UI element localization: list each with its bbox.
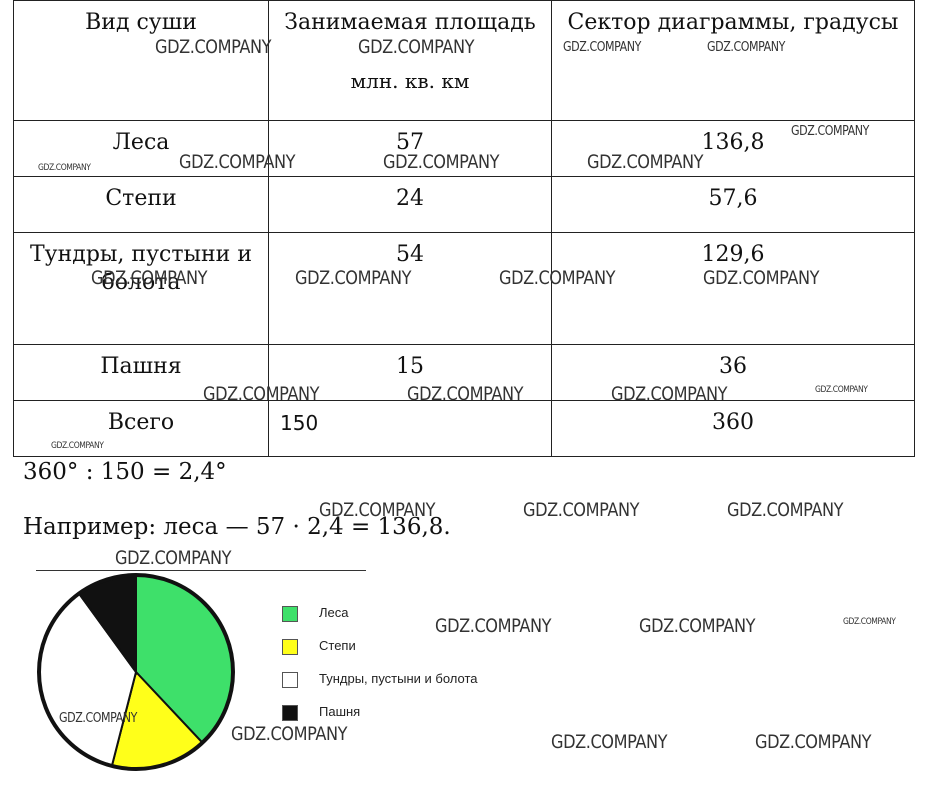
table-row: Леса 57 136,8	[13, 120, 915, 177]
watermark: GDZ.COMPANY	[203, 383, 320, 405]
watermark: GDZ.COMPANY	[639, 615, 756, 637]
table-row: Степи 24 57,6	[13, 176, 915, 233]
watermark: GDZ.COMPANY	[59, 711, 137, 726]
watermark: GDZ.COMPANY	[179, 151, 296, 173]
watermark: GDZ.COMPANY	[38, 163, 91, 173]
pie-chart	[37, 573, 235, 771]
row-name: Всего	[107, 410, 175, 435]
pie-outline	[37, 573, 235, 771]
row-area: 54	[396, 242, 424, 267]
formula-example: Например: леса — 57 · 2,4 = 136,8.	[23, 514, 451, 540]
watermark: GDZ.COMPANY	[295, 267, 412, 289]
land-use-table: Вид суши Занимаемая площадь млн. кв. км С…	[13, 0, 915, 457]
header-area-unit: млн. кв. км	[350, 69, 470, 93]
table-row-total: Всего 150 360	[13, 400, 915, 457]
legend-label: Леса	[319, 605, 349, 620]
row-area: 150	[280, 411, 319, 435]
watermark: GDZ.COMPANY	[727, 499, 844, 521]
row-degrees: 136,8	[701, 130, 765, 155]
watermark: GDZ.COMPANY	[703, 267, 820, 289]
watermark: GDZ.COMPANY	[791, 124, 869, 139]
row-degrees: 57,6	[708, 186, 758, 211]
row-name: Леса	[112, 130, 170, 155]
row-degrees: 129,6	[701, 242, 765, 267]
watermark: GDZ.COMPANY	[115, 547, 232, 569]
header-land-type: Вид суши	[13, 0, 269, 121]
row-name: Степи	[105, 186, 177, 211]
legend-swatch	[282, 606, 298, 622]
formula-degrees-per-unit: 360° : 150 = 2,4°	[23, 459, 227, 485]
legend-label: Тундры, пустыни и болота	[319, 671, 478, 686]
watermark: GDZ.COMPANY	[587, 151, 704, 173]
header-degrees: Сектор диаграммы, градусы	[551, 0, 915, 121]
watermark: GDZ.COMPANY	[523, 499, 640, 521]
watermark: GDZ.COMPANY	[499, 267, 616, 289]
legend-swatch	[282, 639, 298, 655]
watermark: GDZ.COMPANY	[91, 267, 208, 289]
legend-swatch	[282, 705, 298, 721]
watermark: GDZ.COMPANY	[231, 723, 348, 745]
row-area: 57	[396, 130, 424, 155]
row-area: 24	[396, 186, 424, 211]
watermark: GDZ.COMPANY	[407, 383, 524, 405]
watermark: GDZ.COMPANY	[51, 441, 104, 451]
legend-label: Пашня	[319, 704, 361, 719]
watermark: GDZ.COMPANY	[319, 499, 436, 521]
watermark: GDZ.COMPANY	[563, 40, 641, 55]
watermark: GDZ.COMPANY	[611, 383, 728, 405]
legend-label: Степи	[319, 638, 356, 653]
watermark: GDZ.COMPANY	[383, 151, 500, 173]
row-area: 15	[396, 354, 424, 379]
row-name: Пашня	[100, 354, 182, 379]
row-name: Тундры, пустыни и болота	[30, 242, 252, 295]
watermark: GDZ.COMPANY	[551, 731, 668, 753]
header-area: Занимаемая площадь млн. кв. км	[268, 0, 552, 121]
legend-swatch	[282, 672, 298, 688]
watermark: GDZ.COMPANY	[843, 617, 896, 627]
row-degrees: 360	[712, 410, 754, 435]
watermark: GDZ.COMPANY	[358, 36, 475, 58]
watermark: GDZ.COMPANY	[435, 615, 552, 637]
watermark: GDZ.COMPANY	[707, 40, 785, 55]
watermark: GDZ.COMPANY	[815, 385, 868, 395]
row-degrees: 36	[719, 354, 747, 379]
watermark: GDZ.COMPANY	[755, 731, 872, 753]
watermark: GDZ.COMPANY	[155, 36, 272, 58]
chart-top-rule	[36, 570, 366, 571]
table-row: Тундры, пустыни и болота 54 129,6	[13, 232, 915, 345]
